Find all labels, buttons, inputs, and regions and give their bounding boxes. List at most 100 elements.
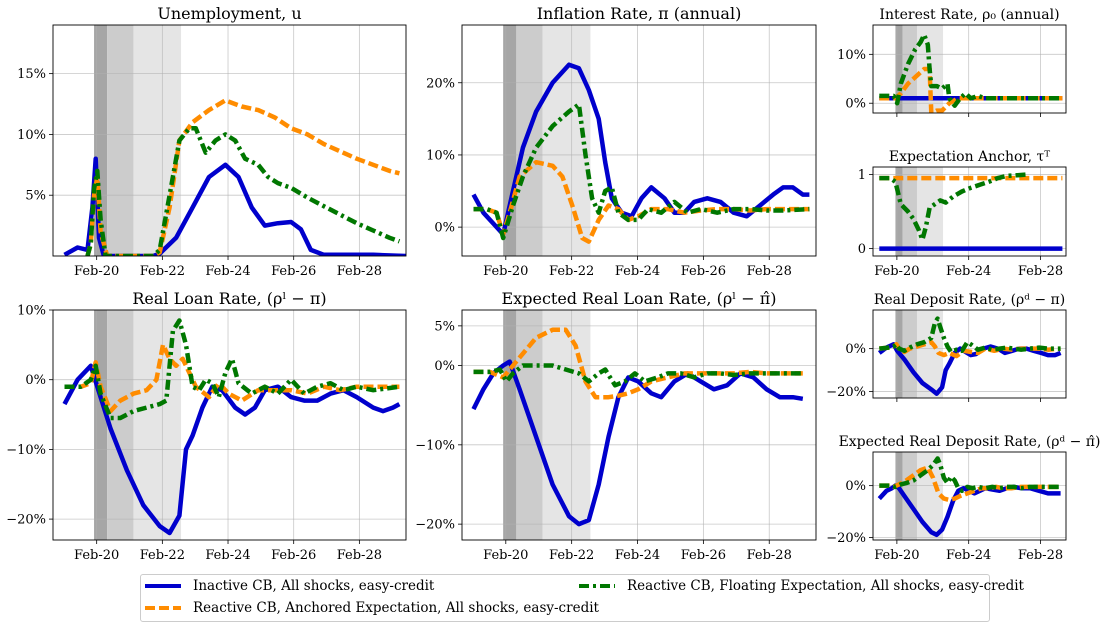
x-tick-label: Feb-20 — [874, 548, 919, 563]
panel-title: Expectation Anchor, τᵀ — [889, 149, 1050, 165]
series-line-floating — [879, 172, 1029, 242]
x-tick-label: Feb-22 — [549, 264, 594, 279]
legend-entry-anchored: Reactive CB, Anchored Expectation, All s… — [145, 600, 599, 616]
y-tick-label: 0% — [434, 221, 455, 236]
x-tick-label: Feb-24 — [205, 264, 250, 279]
y-tick-label: 5% — [434, 319, 455, 334]
y-tick-label: 0% — [25, 373, 46, 388]
series-line-floating — [473, 363, 803, 388]
panel-realdep: −20% 0% Real Deposit Rate, (ρᵈ − π) — [826, 292, 1067, 402]
panel-unemp: Feb-20 Feb-22 Feb-24 Feb-26 Feb-28 5% 10% 15% Un… — [17, 4, 407, 279]
y-tick-label: 0% — [434, 359, 455, 374]
y-tick-label: 5% — [25, 189, 46, 204]
y-tick-label: 10% — [837, 48, 866, 63]
y-tick-label: −20% — [415, 518, 455, 533]
shaded-period-2 — [542, 25, 591, 256]
y-tick-label: 15% — [17, 67, 46, 82]
x-tick-label: Feb-20 — [74, 264, 119, 279]
panel-anchor: Feb-20 Feb-24 Feb-28 0 1 Expectation Anchor, … — [858, 149, 1067, 279]
shaded-period-0 — [503, 310, 517, 540]
series-line-anchored — [473, 159, 810, 244]
series-line-inactive — [471, 62, 810, 237]
panel-realloan: Feb-20 Feb-22 Feb-24 Feb-26 Feb-28 −20% −10% 0%… — [6, 289, 407, 563]
x-tick-label: Feb-28 — [337, 264, 382, 279]
shaded-period-0 — [94, 25, 108, 256]
legend-label-inactive: Inactive CB, All shocks, easy-credit — [193, 578, 435, 594]
shaded-period-0 — [895, 452, 903, 540]
shaded-period-1 — [902, 452, 917, 540]
panel-title: Inflation Rate, π (annual) — [537, 4, 742, 23]
series-line-inactive — [62, 363, 401, 536]
panel-title: Expected Real Deposit Rate, (ρᵈ − π̂) — [839, 434, 1100, 450]
x-tick-label: Feb-22 — [549, 548, 594, 563]
y-tick-label: 20% — [426, 76, 455, 91]
legend-swatch-floating — [579, 584, 615, 588]
shaded-period-1 — [902, 25, 917, 113]
x-tick-label: Feb-22 — [140, 264, 185, 279]
series-line-anchored — [879, 66, 1063, 113]
y-tick-label: −20% — [826, 531, 866, 546]
y-tick-label: 10% — [17, 304, 46, 319]
shaded-period-1 — [516, 310, 543, 540]
series-line-anchored — [879, 465, 1061, 503]
x-tick-label: Feb-28 — [747, 264, 792, 279]
x-tick-label: Feb-28 — [1018, 264, 1063, 279]
x-tick-label: Feb-20 — [874, 264, 919, 279]
shaded-period-0 — [895, 25, 903, 113]
shaded-period-1 — [902, 310, 917, 398]
x-tick-label: Feb-22 — [140, 548, 185, 563]
y-tick-label: 0% — [845, 342, 866, 357]
axes-frame — [872, 309, 1067, 399]
series-line-inactive — [63, 156, 406, 256]
axes-frame — [52, 24, 407, 257]
panel-expreal: Feb-20 Feb-22 Feb-24 Feb-26 Feb-28 −20% −10% 0%… — [415, 289, 817, 563]
y-tick-label: −10% — [6, 443, 46, 458]
panel-title: Real Deposit Rate, (ρᵈ − π) — [874, 292, 1065, 308]
legend-swatch-inactive — [145, 584, 181, 588]
axes-frame — [52, 309, 407, 541]
y-tick-label: 0 — [858, 242, 866, 257]
x-tick-label: Feb-26 — [681, 548, 726, 563]
shaded-period-2 — [133, 310, 182, 540]
axes-frame — [461, 24, 817, 257]
y-tick-label: 0% — [845, 479, 866, 494]
legend-entry-inactive: Inactive CB, All shocks, easy-credit — [145, 578, 434, 594]
y-tick-label: 1 — [858, 168, 866, 183]
y-tick-label: −10% — [415, 438, 455, 453]
series-line-floating — [879, 32, 1063, 108]
axes-frame — [872, 451, 1067, 541]
series-line-anchored — [85, 98, 400, 256]
y-tick-label: 0% — [845, 97, 866, 112]
panel-expdep: Feb-20 Feb-24 Feb-28 −20% 0% Expected Real De… — [826, 434, 1100, 563]
shaded-period-1 — [516, 25, 543, 256]
legend-entry-floating: Reactive CB, Floating Expectation, All s… — [579, 578, 1024, 594]
x-tick-label: Feb-24 — [946, 548, 991, 563]
shaded-period-0 — [94, 310, 108, 540]
shaded-period-2 — [133, 25, 182, 256]
y-tick-label: 10% — [426, 148, 455, 163]
legend: Inactive CB, All shocks, easy-credit Rea… — [140, 574, 1024, 622]
shaded-period-1 — [107, 25, 134, 256]
shaded-period-2 — [542, 310, 591, 540]
panel-infl: Feb-20 Feb-22 Feb-24 Feb-26 Feb-28 0% 10% 20% In… — [426, 4, 817, 279]
shaded-period-0 — [895, 167, 903, 256]
panel-interest: 0% 10% Interest Rate, ρ₀ (annual) — [837, 7, 1067, 117]
x-tick-label: Feb-26 — [271, 548, 316, 563]
axes-frame — [461, 309, 817, 541]
x-tick-label: Feb-24 — [615, 264, 660, 279]
panel-title: Interest Rate, ρ₀ (annual) — [879, 7, 1059, 23]
y-tick-label: −20% — [826, 385, 866, 400]
panel-title: Unemployment, u — [157, 4, 301, 23]
legend-swatch-anchored — [145, 606, 181, 610]
x-tick-label: Feb-20 — [74, 548, 119, 563]
y-tick-label: 10% — [17, 128, 46, 143]
y-tick-label: −20% — [6, 513, 46, 528]
series-line-floating — [85, 126, 401, 256]
series-line-floating — [64, 318, 400, 421]
axes-frame — [872, 24, 1067, 114]
x-tick-label: Feb-24 — [615, 548, 660, 563]
panel-title: Real Loan Rate, (ρˡ − π) — [132, 289, 326, 308]
series-line-floating — [879, 456, 1061, 494]
x-tick-label: Feb-28 — [1018, 548, 1063, 563]
